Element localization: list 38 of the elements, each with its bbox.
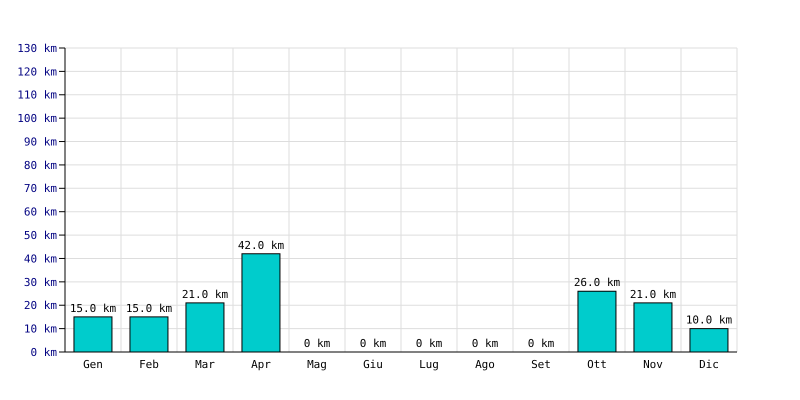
data-label: 21.0 km — [182, 288, 229, 301]
data-label: 15.0 km — [126, 302, 173, 315]
data-label: 0 km — [304, 337, 331, 350]
y-tick-label: 110 km — [17, 88, 58, 102]
data-label: 0 km — [360, 337, 387, 350]
y-tick-label: 70 km — [24, 182, 58, 196]
data-label: 15.0 km — [70, 302, 117, 315]
y-tick-label: 20 km — [24, 299, 58, 312]
x-tick-label: Ago — [475, 358, 495, 371]
x-tick-label: Dic — [699, 358, 719, 371]
x-tick-label: Giu — [363, 358, 383, 371]
y-tick-label: 40 km — [24, 252, 58, 266]
x-tick-label: Mar — [195, 358, 216, 371]
data-label: 42.0 km — [238, 238, 285, 252]
y-tick-label: 10 km — [24, 322, 58, 336]
data-label: 26.0 km — [574, 276, 621, 290]
x-tick-label: Mag — [307, 358, 327, 371]
x-tick-label: Ott — [587, 358, 607, 371]
data-label: 0 km — [416, 337, 443, 350]
x-tick-label: Nov — [643, 358, 664, 371]
y-tick-label: 50 km — [24, 228, 58, 242]
y-tick-label: 80 km — [24, 158, 58, 172]
data-label: 0 km — [472, 337, 499, 350]
data-label: 21.0 km — [630, 288, 677, 301]
y-tick-label: 90 km — [24, 135, 58, 148]
y-tick-label: 30 km — [24, 276, 58, 289]
x-tick-label: Set — [531, 358, 551, 371]
y-tick-label: 120 km — [17, 65, 58, 78]
y-tick-label: 100 km — [17, 112, 58, 126]
x-tick-label: Lug — [419, 358, 439, 371]
x-tick-label: Gen — [83, 358, 103, 371]
data-label: 0 km — [528, 337, 555, 350]
y-tick-label: 0 km — [30, 346, 58, 359]
y-tick-label: 60 km — [24, 206, 58, 219]
data-label: 10.0 km — [686, 314, 733, 327]
x-tick-label: Feb — [139, 358, 159, 371]
x-tick-label: Apr — [251, 358, 272, 371]
y-tick-label: 130 km — [17, 42, 58, 55]
